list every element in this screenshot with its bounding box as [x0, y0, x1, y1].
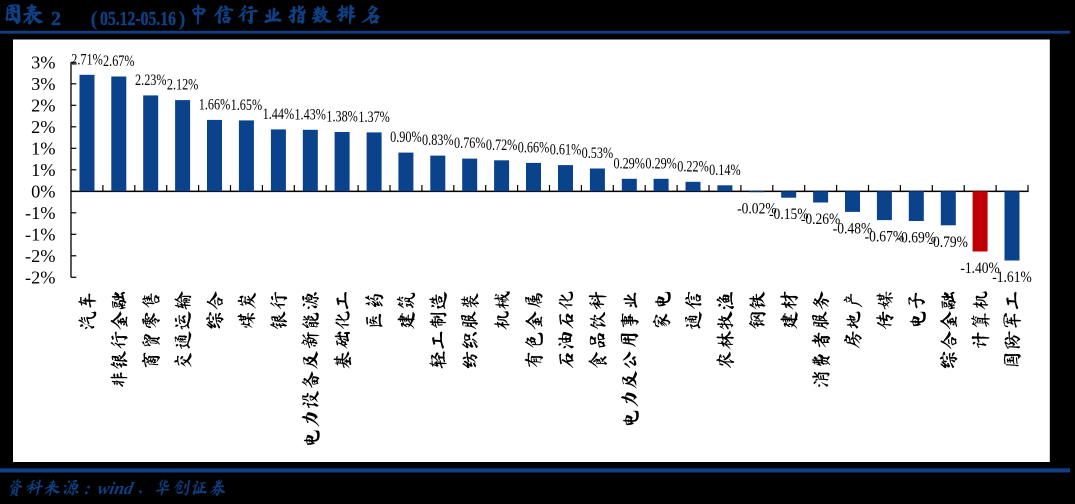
svg-text:3%: 3% — [31, 74, 55, 94]
svg-text:1.38%: 1.38% — [326, 109, 358, 126]
svg-text:0.29%: 0.29% — [613, 155, 645, 172]
svg-text:1.44%: 1.44% — [263, 106, 295, 123]
svg-text:-1%: -1% — [25, 203, 55, 223]
svg-text:2.71%: 2.71% — [71, 51, 103, 68]
svg-text:-1%: -1% — [25, 225, 55, 245]
svg-text::: : — [83, 478, 93, 498]
svg-text:1%: 1% — [31, 139, 55, 159]
svg-text:0.90%: 0.90% — [390, 129, 422, 146]
svg-text:-1.61%: -1.61% — [992, 269, 1032, 286]
svg-text:0.61%: 0.61% — [550, 142, 582, 159]
svg-text:1.66%: 1.66% — [199, 96, 231, 113]
svg-text:-0.48%: -0.48% — [833, 220, 873, 237]
svg-text:wind: wind — [96, 478, 136, 498]
svg-text:-0.69%: -0.69% — [897, 230, 937, 247]
svg-text:2%: 2% — [31, 96, 55, 116]
svg-text:0.72%: 0.72% — [486, 137, 518, 154]
svg-text:0.66%: 0.66% — [518, 139, 550, 156]
svg-text:-1.40%: -1.40% — [960, 260, 1000, 277]
svg-text:1.43%: 1.43% — [294, 106, 326, 123]
svg-text:0.83%: 0.83% — [422, 132, 454, 149]
svg-text:1.37%: 1.37% — [358, 109, 390, 126]
svg-text:2.23%: 2.23% — [135, 72, 167, 89]
svg-text:2%: 2% — [31, 117, 55, 137]
svg-text:): ) — [179, 6, 186, 30]
svg-text:-0.15%: -0.15% — [769, 206, 809, 223]
svg-text:2: 2 — [51, 8, 61, 30]
svg-text:-0.26%: -0.26% — [801, 211, 841, 228]
svg-text:1.65%: 1.65% — [231, 97, 263, 114]
svg-text:3%: 3% — [31, 53, 55, 73]
svg-text:-0.79%: -0.79% — [928, 234, 968, 251]
svg-text:0%: 0% — [31, 182, 55, 202]
svg-text:0.22%: 0.22% — [677, 158, 709, 175]
svg-text:0.14%: 0.14% — [709, 162, 741, 179]
svg-text:0.76%: 0.76% — [454, 135, 486, 152]
svg-text:-2%: -2% — [25, 268, 55, 288]
svg-text:-0.02%: -0.02% — [737, 201, 777, 218]
svg-text:0.29%: 0.29% — [645, 155, 677, 172]
svg-text:0.53%: 0.53% — [582, 145, 614, 162]
svg-text:(: ( — [91, 6, 98, 30]
svg-text:2.67%: 2.67% — [103, 53, 135, 70]
svg-text:2.12%: 2.12% — [167, 77, 199, 94]
svg-text:-2%: -2% — [25, 246, 55, 266]
svg-text:-0.67%: -0.67% — [865, 229, 905, 246]
svg-text:1%: 1% — [31, 160, 55, 180]
svg-text:05.12-05.16: 05.12-05.16 — [100, 9, 176, 30]
